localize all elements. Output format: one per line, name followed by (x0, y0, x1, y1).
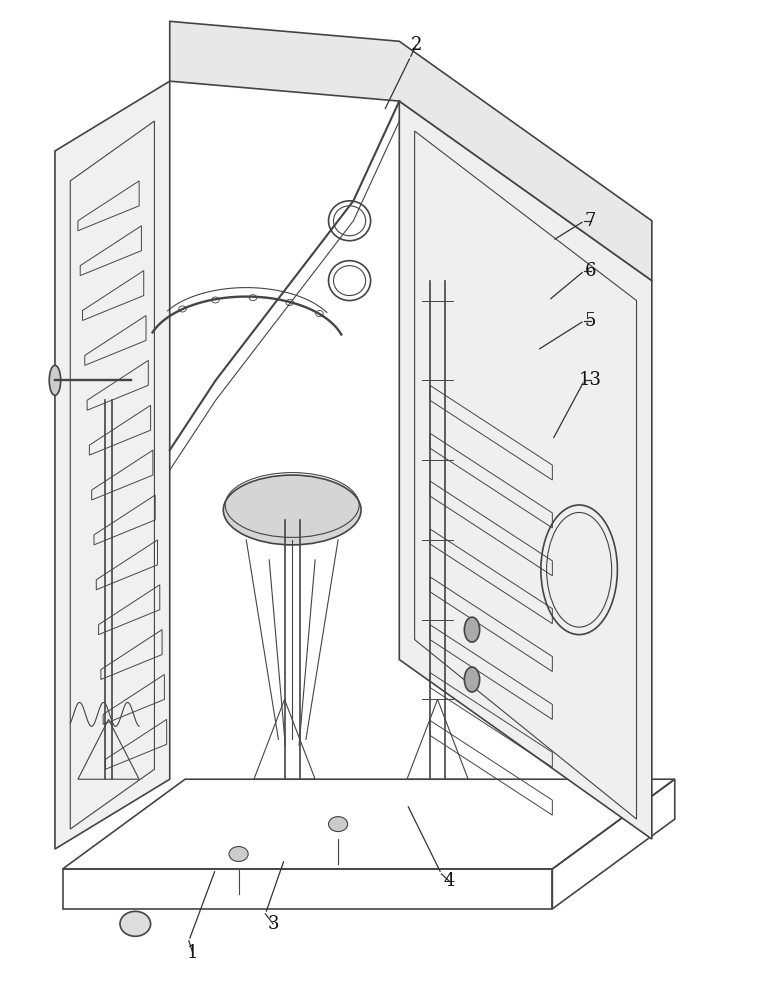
Text: 1: 1 (187, 944, 198, 962)
Ellipse shape (465, 667, 480, 692)
Polygon shape (55, 81, 170, 849)
Text: 5: 5 (585, 312, 596, 330)
Text: 7: 7 (585, 212, 596, 230)
Text: 13: 13 (579, 371, 602, 389)
Ellipse shape (120, 911, 151, 936)
Ellipse shape (223, 475, 361, 545)
Ellipse shape (49, 365, 61, 395)
Text: 2: 2 (410, 36, 422, 54)
Ellipse shape (465, 617, 480, 642)
Text: 6: 6 (585, 262, 597, 280)
Text: 3: 3 (267, 915, 279, 933)
Ellipse shape (329, 817, 348, 832)
Polygon shape (170, 21, 652, 281)
Polygon shape (399, 101, 652, 839)
Ellipse shape (229, 847, 248, 861)
Text: 4: 4 (443, 872, 455, 890)
